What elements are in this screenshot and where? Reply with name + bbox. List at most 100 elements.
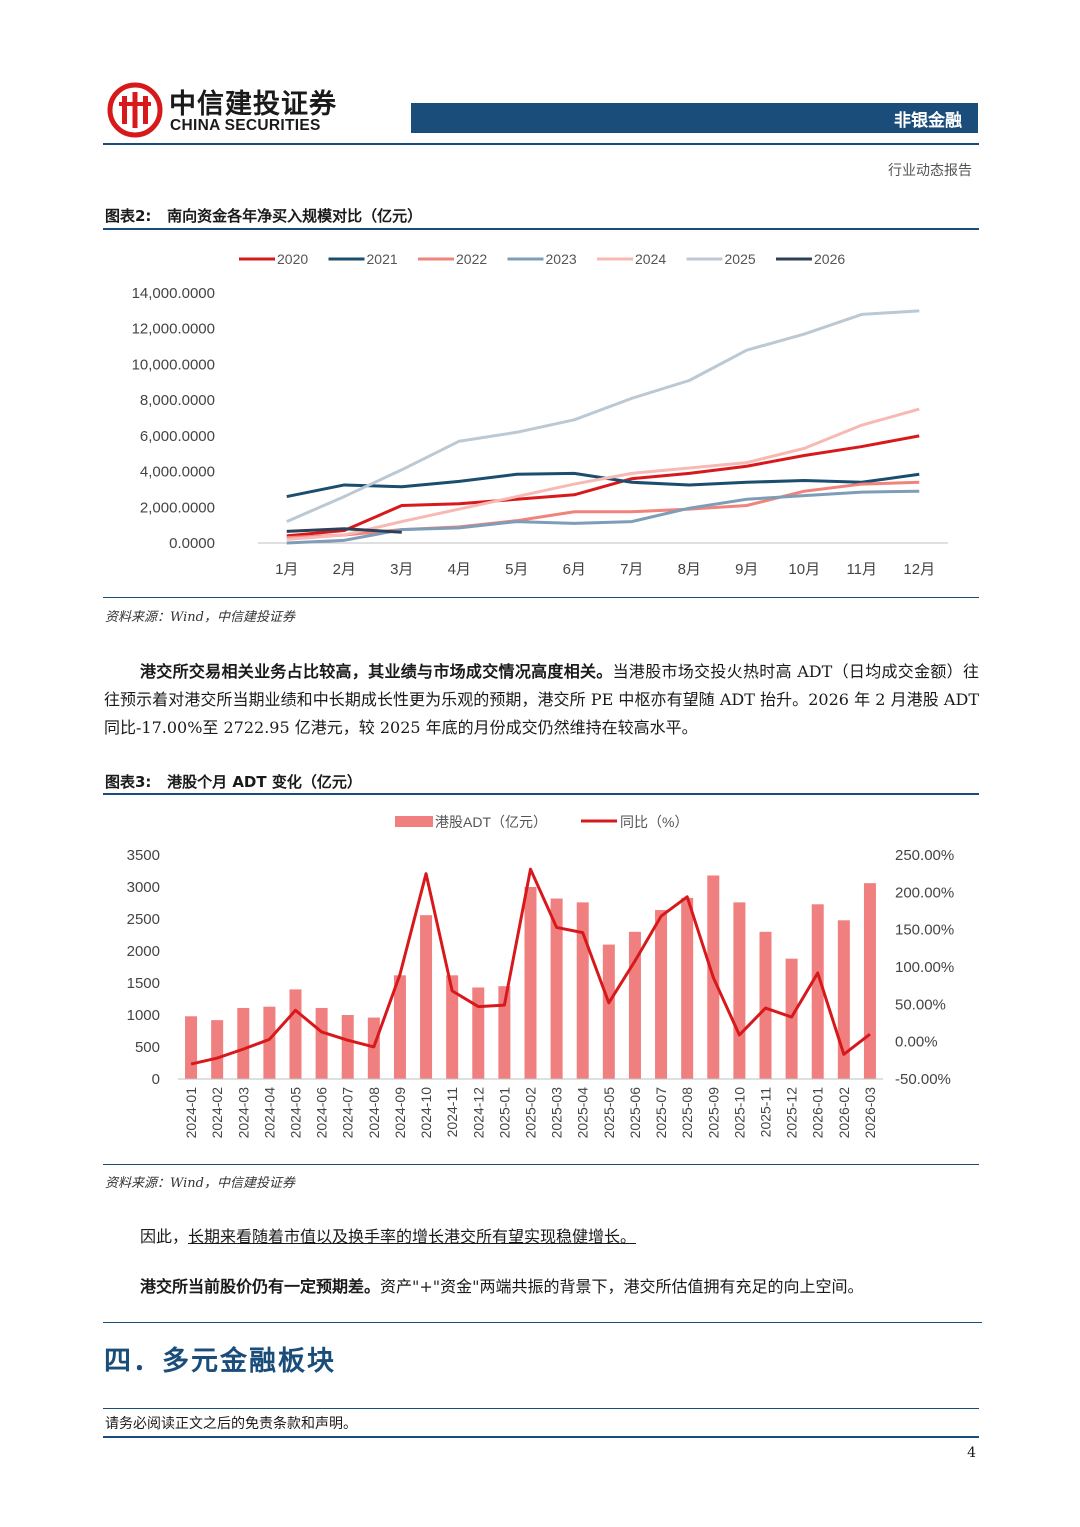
- adt-bar: [237, 1007, 250, 1079]
- report-type: 行业动态报告: [888, 163, 972, 179]
- paragraph-growth-prefix: 因此，: [140, 1227, 189, 1246]
- series-line-2022: [286, 480, 920, 540]
- paragraph-adt-body: 当港股市场交投火热时高 ADT（日均成交金额）往往预示着对港交所当期业绩和中长期…: [104, 662, 979, 737]
- y-tick-label: 8,000.0000: [140, 392, 215, 409]
- y-right-tick-label: 150.00%: [895, 922, 954, 939]
- page-number: 4: [967, 1445, 976, 1461]
- paragraph-adt-lead: 港交所交易相关业务占比较高，其业绩与市场成交情况高度相关。: [140, 662, 613, 681]
- legend-swatch-adt: [395, 816, 433, 827]
- y-left-tick-label: 2500: [127, 911, 160, 928]
- x-tick-label: 2024-04: [261, 1087, 277, 1139]
- x-tick-label: 2024-09: [392, 1087, 408, 1139]
- legend-label-2026: 2026: [814, 251, 845, 267]
- x-tick-label: 2025-12: [784, 1087, 800, 1139]
- figure3-bottom-rule: [103, 1164, 979, 1165]
- header-rule: [103, 143, 979, 145]
- x-tick-label: 4月: [448, 561, 471, 578]
- series-line-2024: [286, 407, 920, 541]
- legend-label-2025: 2025: [725, 251, 756, 267]
- section-heading: 四．多元金融板块: [104, 1346, 336, 1377]
- legend-label-2022: 2022: [456, 251, 487, 267]
- adt-bar: [263, 1006, 276, 1079]
- adt-bar: [498, 986, 511, 1079]
- x-tick-label: 2024-03: [235, 1087, 251, 1139]
- y-tick-label: 14,000.0000: [132, 285, 215, 302]
- figure2-top-rule: [103, 228, 979, 230]
- adt-bar: [315, 1007, 328, 1079]
- x-tick-label: 2024-05: [288, 1087, 304, 1139]
- y-right-tick-label: 50.00%: [895, 996, 946, 1013]
- adt-bar: [289, 989, 302, 1079]
- x-tick-label: 2025-04: [575, 1087, 591, 1139]
- adt-bar: [602, 944, 615, 1079]
- y-left-tick-label: 0: [152, 1071, 160, 1088]
- series-line-2020: [286, 434, 920, 538]
- southbound-line-chart: 0.0000 2,000.0000 4,000.0000 6,000.0000 8,00…: [132, 251, 948, 578]
- adt-bar: [393, 975, 406, 1079]
- legend-label-2023: 2023: [546, 251, 577, 267]
- figure3-title: 图表3: 港股个月 ADT 变化（亿元）: [105, 773, 362, 791]
- y-right-tick-label: 0.00%: [895, 1034, 938, 1051]
- x-tick-label: 2024-01: [183, 1087, 199, 1139]
- figure2-bottom-rule: [103, 597, 979, 598]
- y-left-tick-label: 3000: [127, 879, 160, 896]
- x-tick-label: 2026-01: [810, 1087, 826, 1139]
- yoy-line: [190, 867, 871, 1066]
- x-tick-label: 2024-12: [470, 1087, 486, 1139]
- paragraph-valuation-body: 资产"+"资金"两端共振的背景下，港交所估值拥有充足的向上空间。: [380, 1277, 864, 1296]
- x-tick-label: 3月: [390, 561, 413, 578]
- footer-disclaimer: 请务必阅读正文之后的免责条款和声明。: [105, 1416, 357, 1432]
- x-tick-label: 10月: [788, 561, 820, 578]
- logo-english-name: CHINA SECURITIES: [170, 117, 321, 134]
- y-tick-label: 0.0000: [169, 535, 215, 552]
- series-line-2025: [286, 309, 920, 523]
- y-tick-label: 10,000.0000: [132, 356, 215, 373]
- adt-bar: [550, 898, 563, 1079]
- adt-combo-chart: 0 500 1000 1500 2000 2500 3000 3500 -50.00% 0.00%…: [127, 814, 955, 1139]
- y-tick-label: 2,000.0000: [140, 499, 215, 516]
- logo-chinese-name: 中信建投证券: [169, 89, 337, 120]
- figure3-source: 资料来源：Wind，中信建投证券: [105, 1176, 295, 1191]
- citic-logo-icon: [107, 82, 163, 138]
- paragraph-growth: 因此，长期来看随着市值以及换手率的增长港交所有望实现稳健增长。: [104, 1223, 979, 1251]
- y-right-tick-label: 250.00%: [895, 847, 954, 864]
- x-tick-label: 2024-08: [366, 1087, 382, 1139]
- adt-bar: [785, 958, 798, 1079]
- adt-bar: [837, 920, 850, 1079]
- adt-bar: [655, 910, 668, 1079]
- paragraph-adt: 港交所交易相关业务占比较高，其业绩与市场成交情况高度相关。当港股市场交投火热时高…: [104, 658, 979, 742]
- adt-bar: [681, 897, 694, 1079]
- x-tick-label: 2025-10: [731, 1087, 747, 1139]
- figure2-title: 图表2: 南向资金各年净买入规模对比（亿元）: [105, 207, 423, 225]
- series-line-2026: [286, 527, 402, 534]
- section-top-rule: [103, 1322, 982, 1323]
- x-tick-label: 2024-07: [340, 1087, 356, 1139]
- y-right-tick-label: 100.00%: [895, 959, 954, 976]
- footer-top-rule: [103, 1408, 979, 1409]
- y-right-tick-label: -50.00%: [895, 1071, 951, 1088]
- y-right-tick-label: 200.00%: [895, 884, 954, 901]
- adt-bar: [185, 1016, 198, 1079]
- figure3-top-rule: [103, 793, 979, 795]
- x-tick-label: 2025-06: [627, 1087, 643, 1139]
- adt-bar: [811, 904, 824, 1079]
- y-tick-label: 12,000.0000: [132, 321, 215, 338]
- adt-bar: [759, 931, 772, 1079]
- x-tick-label: 2月: [333, 561, 356, 578]
- x-tick-label: 2025-07: [653, 1087, 669, 1139]
- x-tick-label: 2026-02: [836, 1087, 852, 1139]
- x-tick-label: 2025-11: [758, 1087, 774, 1138]
- x-tick-label: 12月: [903, 561, 935, 578]
- x-tick-label: 7月: [620, 561, 643, 578]
- x-tick-label: 2026-03: [862, 1087, 878, 1139]
- x-tick-label: 8月: [678, 561, 701, 578]
- adt-bar: [576, 902, 589, 1079]
- paragraph-valuation: 港交所当前股价仍有一定预期差。资产"+"资金"两端共振的背景下，港交所估值拥有充…: [104, 1273, 979, 1301]
- series-line-2023: [286, 489, 920, 545]
- x-tick-label: 2025-01: [496, 1087, 512, 1139]
- sector-banner: 非银金融: [411, 103, 978, 133]
- adt-bar: [733, 902, 746, 1079]
- y-left-tick-label: 2000: [127, 943, 160, 960]
- x-tick-label: 2024-10: [418, 1087, 434, 1139]
- x-tick-label: 1月: [275, 561, 298, 578]
